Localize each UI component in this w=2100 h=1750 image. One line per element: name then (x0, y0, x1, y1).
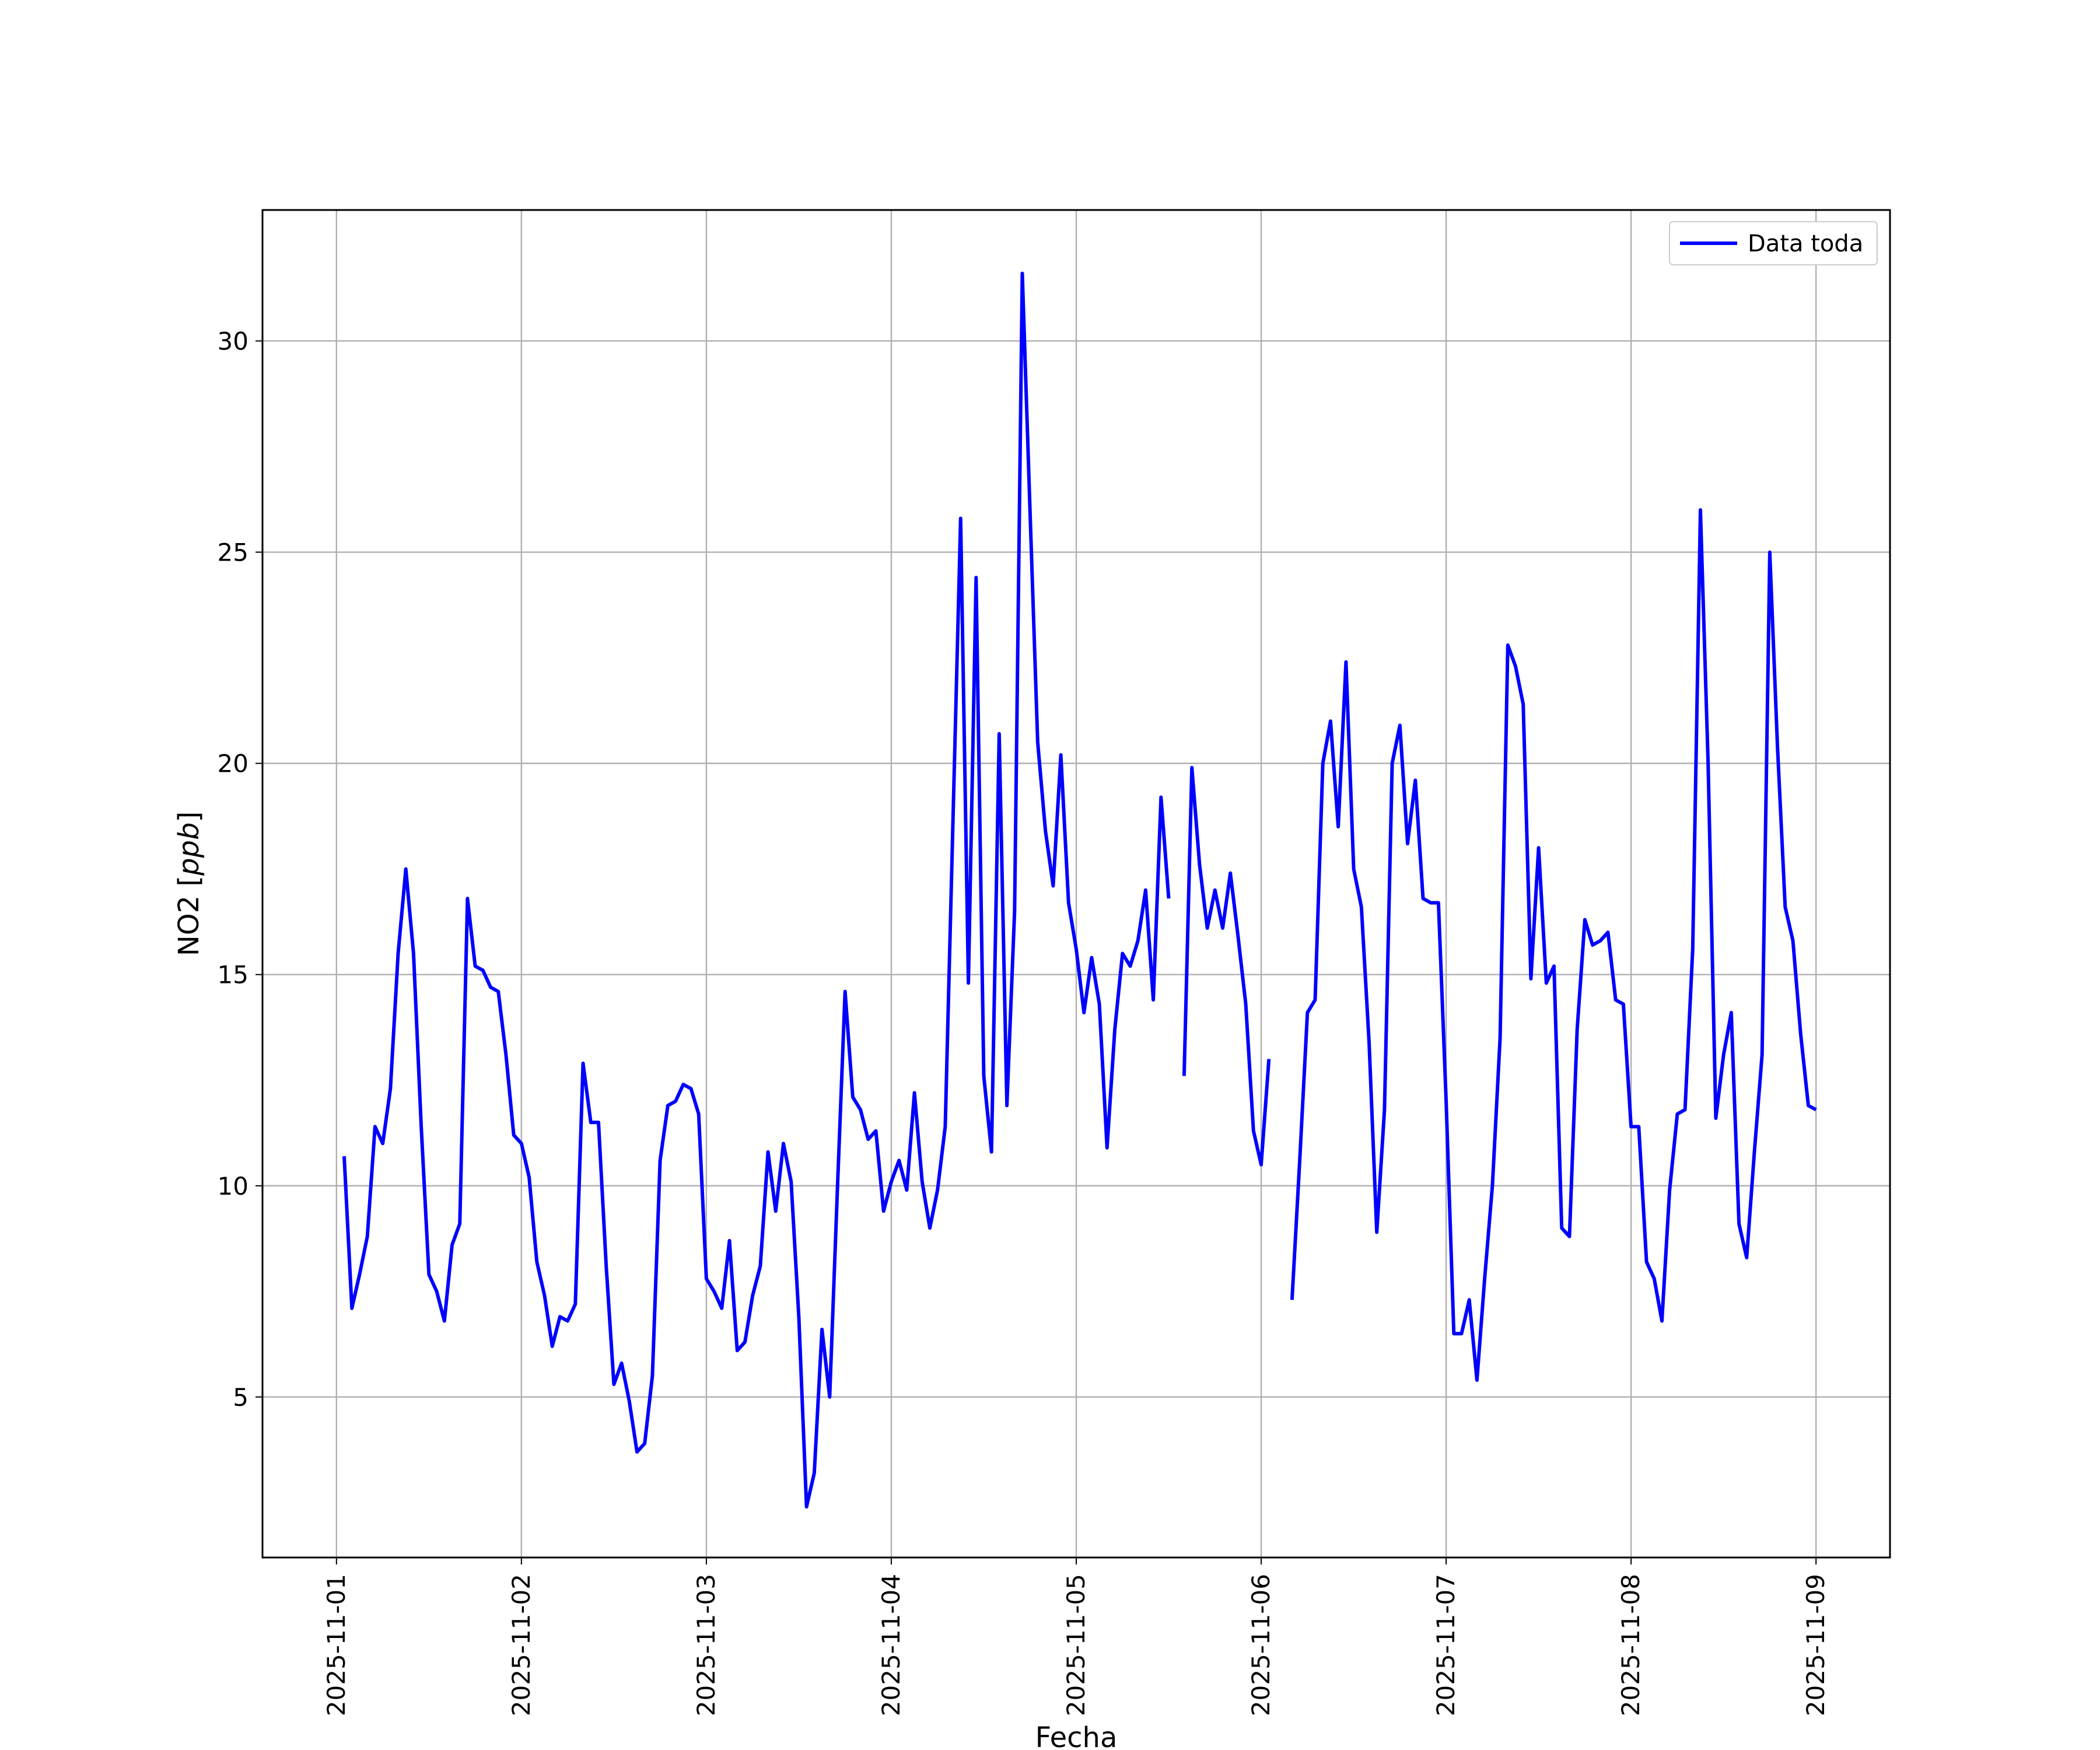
axis-ticks: 2025-11-01 2025-11-02 2025-11-03 2025-11-04… (218, 327, 1831, 1716)
series-layer (342, 271, 1817, 1509)
x-axis-title: Fecha (1035, 1721, 1118, 1750)
legend: Data toda (1669, 221, 1878, 265)
grid-lines (262, 210, 1890, 1558)
x-tick-label: 2025-11-01 (322, 1574, 351, 1716)
y-tick-label: 20 (218, 750, 249, 778)
x-tick-label: 2025-11-04 (877, 1574, 905, 1716)
y-tick-label: 25 (218, 538, 249, 567)
series-line-data-toda (342, 271, 1817, 1509)
y-axis-title-close: ] (173, 811, 205, 822)
x-tick-label: 2025-11-09 (1801, 1574, 1830, 1716)
x-tick-label: 2025-11-03 (692, 1574, 720, 1716)
y-axis-title: NO2 [ppb] (173, 811, 205, 956)
x-tick-label: 2025-11-02 (507, 1574, 536, 1716)
legend-label: Data toda (1748, 230, 1863, 257)
y-tick-label: 10 (218, 1172, 249, 1200)
y-tick-label: 5 (233, 1383, 249, 1412)
x-tick-label: 2025-11-07 (1432, 1574, 1460, 1716)
y-axis-title-main: NO2 [ (173, 876, 205, 956)
legend-box (1669, 221, 1878, 265)
y-axis-title-unit: ppb (173, 822, 205, 876)
x-tick-label: 2025-11-06 (1247, 1574, 1275, 1716)
x-tick-label: 2025-11-05 (1062, 1574, 1090, 1716)
y-tick-label: 15 (218, 961, 249, 989)
x-tick-label: 2025-11-08 (1616, 1574, 1645, 1716)
y-tick-label: 30 (218, 327, 249, 355)
